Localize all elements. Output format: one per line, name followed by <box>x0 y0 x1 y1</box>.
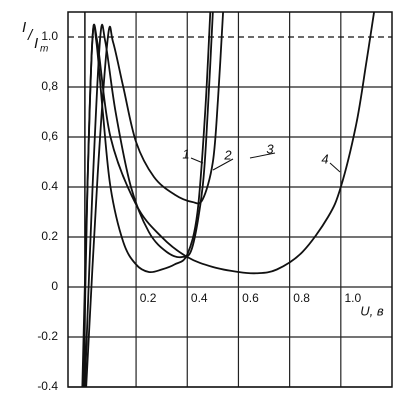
x-tick-label: 0.4 <box>191 291 208 305</box>
leader-line <box>249 152 276 159</box>
curve <box>83 12 214 387</box>
curve <box>81 12 375 387</box>
curve <box>85 12 224 387</box>
y-axis-label: I / I m <box>22 19 48 55</box>
leader-line <box>329 162 341 173</box>
plot-frame <box>67 11 393 388</box>
y-label-subscript: m <box>40 44 48 55</box>
x-tick-label: 0.6 <box>242 291 259 305</box>
y-label-numerator: I <box>22 19 26 36</box>
y-label-slash: / <box>27 27 34 44</box>
x-tick-label: 1.0 <box>344 291 361 305</box>
series-label: 1 <box>182 146 189 161</box>
y-tick-label: 0.2 <box>41 229 58 243</box>
y-tick-label: -0.4 <box>37 379 58 393</box>
y-tick-label: -0.2 <box>37 329 58 343</box>
y-tick-label: 0.4 <box>41 179 58 193</box>
y-label-denominator: I <box>34 35 38 52</box>
leader-line <box>190 157 204 164</box>
series-label: 2 <box>223 147 232 162</box>
y-tick-label: 0,6 <box>41 129 58 143</box>
x-tick-label: 0.2 <box>140 291 157 305</box>
x-tick-label: 0.8 <box>293 291 310 305</box>
y-tick-label: 1.0 <box>41 29 58 43</box>
x-axis-label: U, в <box>360 303 384 318</box>
series-label: 3 <box>266 141 274 156</box>
y-tick-label: 0 <box>51 279 58 293</box>
leader-line <box>212 158 234 171</box>
series-label: 4 <box>321 151 328 166</box>
curve <box>82 12 212 387</box>
y-tick-label: 0,8 <box>41 79 58 93</box>
